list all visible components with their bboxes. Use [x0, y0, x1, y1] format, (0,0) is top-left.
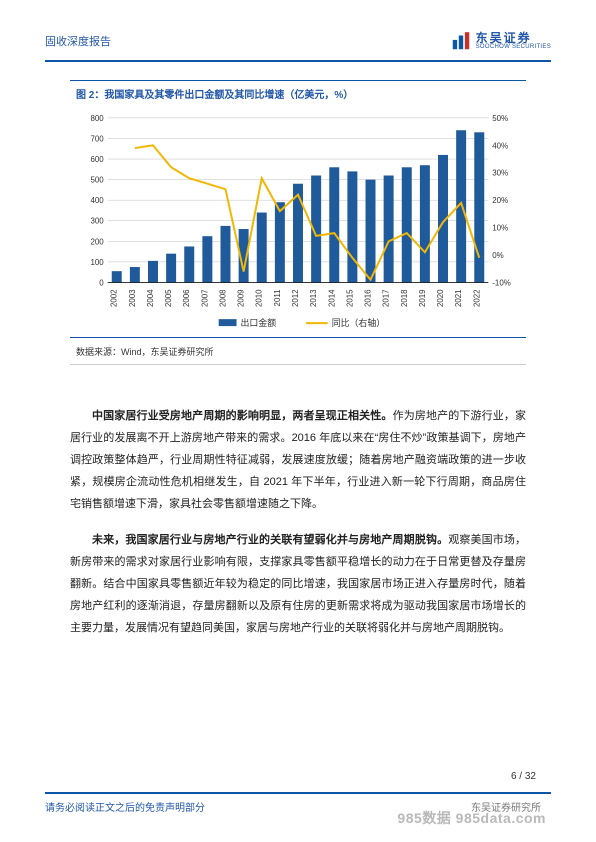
svg-text:300: 300	[90, 217, 104, 226]
svg-text:2016: 2016	[364, 289, 373, 307]
footer-rule	[45, 792, 551, 794]
svg-text:2022: 2022	[472, 289, 481, 307]
svg-text:2006: 2006	[182, 289, 191, 307]
svg-text:2003: 2003	[128, 289, 137, 307]
svg-text:400: 400	[90, 196, 104, 205]
svg-text:600: 600	[90, 155, 104, 164]
chart-title: 图 2：我国家具及其零件出口金额及其同比增速（亿美元，%）	[76, 90, 353, 101]
svg-text:0%: 0%	[492, 251, 503, 260]
svg-text:50%: 50%	[492, 114, 508, 123]
svg-text:2017: 2017	[382, 289, 391, 307]
chart-source: 数据来源：Wind，东吴证券研究所	[76, 347, 214, 357]
paragraph-lead: 中国家居行业受房地产周期的影响明显，两者呈现正相关性。	[92, 410, 393, 422]
svg-text:2015: 2015	[345, 289, 354, 307]
chart-section: 图 2：我国家具及其零件出口金额及其同比增速（亿美元，%） 0 100 200 300…	[70, 80, 526, 365]
report-type-label: 固收深度报告	[45, 33, 111, 49]
svg-text:2018: 2018	[400, 289, 409, 307]
svg-text:2019: 2019	[418, 289, 427, 307]
svg-text:700: 700	[90, 134, 104, 143]
svg-text:2002: 2002	[110, 289, 119, 307]
svg-text:2008: 2008	[218, 289, 227, 307]
logo-icon	[450, 30, 472, 52]
svg-text:出口金额: 出口金额	[241, 317, 277, 328]
svg-text:800: 800	[90, 114, 104, 123]
watermark: 985数据 985data.com	[397, 808, 546, 828]
body-paragraph: 未来，我国家居行业与房地产行业的关联有望弱化并与房地产周期脱钩。观察美国市场，新…	[70, 529, 526, 639]
svg-text:2005: 2005	[164, 289, 173, 307]
svg-text:2014: 2014	[327, 289, 336, 307]
svg-text:2004: 2004	[146, 289, 155, 307]
footer-disclaimer: 请务必阅读正文之后的免责声明部分	[45, 799, 205, 814]
svg-text:10%: 10%	[492, 224, 508, 233]
svg-text:20%: 20%	[492, 196, 508, 205]
chart-source-row: 数据来源：Wind，东吴证券研究所	[70, 337, 526, 365]
svg-text:-10%: -10%	[492, 278, 511, 287]
svg-text:2013: 2013	[309, 289, 318, 307]
header-rule	[45, 60, 551, 62]
svg-text:500: 500	[90, 176, 104, 185]
paragraph-lead: 未来，我国家居行业与房地产行业的关联有望弱化并与房地产周期脱钩。	[92, 534, 448, 546]
svg-text:100: 100	[90, 258, 104, 267]
svg-text:同比（右轴）: 同比（右轴）	[332, 317, 385, 328]
logo-text-cn: 东吴证券	[476, 32, 551, 44]
svg-text:2020: 2020	[436, 289, 445, 307]
svg-text:2021: 2021	[454, 289, 463, 307]
page-header: 固收深度报告 东吴证券 SOOCHOW SECURITIES	[0, 0, 596, 60]
svg-text:2011: 2011	[273, 289, 282, 307]
svg-text:2010: 2010	[255, 289, 264, 307]
svg-text:30%: 30%	[492, 169, 508, 178]
page-number: 6 / 32	[511, 771, 536, 782]
svg-text:2007: 2007	[200, 289, 209, 307]
svg-text:0: 0	[99, 278, 104, 287]
logo-text-en: SOOCHOW SECURITIES	[476, 44, 551, 50]
svg-text:2009: 2009	[237, 289, 246, 307]
svg-text:40%: 40%	[492, 141, 508, 150]
body-text: 中国家居行业受房地产周期的影响明显，两者呈现正相关性。作为房地产的下游行业，家居…	[70, 405, 526, 639]
svg-text:200: 200	[90, 237, 104, 246]
svg-text:2012: 2012	[291, 289, 300, 307]
furniture-export-chart: 0 100 200 300 400 500 600 700 800 -10% 0% 10% 20% 30%…	[70, 107, 526, 337]
body-paragraph: 中国家居行业受房地产周期的影响明显，两者呈现正相关性。作为房地产的下游行业，家居…	[70, 405, 526, 515]
chart-title-row: 图 2：我国家具及其零件出口金额及其同比增速（亿美元，%）	[70, 80, 526, 107]
company-logo: 东吴证券 SOOCHOW SECURITIES	[450, 30, 551, 52]
